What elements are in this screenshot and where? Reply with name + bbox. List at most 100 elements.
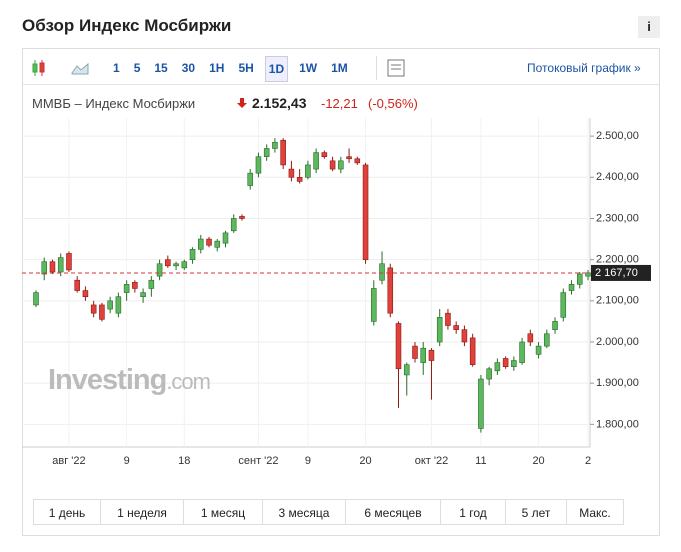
- x-tick-label: сент '22: [238, 455, 278, 467]
- candle-body: [535, 345, 542, 355]
- range-button[interactable]: Макс.: [566, 499, 624, 525]
- range-button[interactable]: 6 месяцев: [345, 499, 441, 525]
- candle-body: [502, 358, 509, 368]
- candle-body: [362, 164, 369, 260]
- x-tick-label: 2: [585, 455, 591, 467]
- range-button[interactable]: 1 месяц: [183, 499, 263, 525]
- candle-body: [280, 139, 286, 166]
- interval-button[interactable]: 1D: [264, 56, 289, 82]
- candle-body: [115, 296, 122, 314]
- candle-body: [453, 325, 459, 330]
- candle-body: [428, 349, 435, 361]
- y-tick-label: 2.100,00: [596, 295, 639, 307]
- candle-body: [33, 292, 39, 306]
- candle-body: [99, 304, 105, 320]
- interval-button[interactable]: 30: [181, 61, 196, 75]
- interval-button[interactable]: 1: [113, 61, 120, 75]
- candle-body: [527, 333, 534, 343]
- interval-button[interactable]: 5H: [238, 61, 254, 75]
- range-button[interactable]: 1 неделя: [100, 499, 184, 525]
- candle-body: [478, 378, 484, 429]
- candle-body: [57, 257, 64, 273]
- candle-body: [445, 312, 451, 326]
- candle-body: [123, 284, 130, 293]
- candle-body: [511, 360, 517, 368]
- candle-body: [585, 272, 591, 277]
- candle-body: [576, 273, 583, 285]
- candle-body: [148, 279, 155, 289]
- title: Обзор Индекс Мосбиржи: [22, 16, 232, 35]
- candle-body: [552, 321, 558, 330]
- down-arrow: [237, 98, 247, 108]
- candle-body: [519, 341, 525, 363]
- candle-body: [560, 292, 567, 318]
- stream-link[interactable]: Потоковый график »: [527, 61, 641, 75]
- settings-icon[interactable]: [386, 58, 406, 78]
- candle-body: [321, 152, 328, 158]
- candle-body: [436, 316, 443, 343]
- x-tick-label: окт '22: [415, 455, 448, 467]
- watermark: Investing.com: [48, 364, 211, 397]
- chart-type-icons[interactable]: [30, 56, 90, 80]
- interval-button[interactable]: 5: [133, 61, 141, 75]
- candle-body: [173, 263, 179, 267]
- quote-price: 2.152,43: [252, 95, 307, 111]
- candle-body: [494, 362, 501, 372]
- candle-body: [387, 267, 394, 314]
- last-price-label: 2 167,70: [595, 267, 638, 279]
- watermark-domain: .com: [166, 369, 211, 394]
- candle-body: [74, 279, 80, 291]
- y-tick-label: 1.800,00: [596, 418, 639, 430]
- x-tick-label: 20: [359, 455, 371, 467]
- candle-body: [165, 259, 171, 267]
- interval-button[interactable]: 15: [154, 61, 168, 75]
- x-tick-label: авг '22: [52, 455, 85, 467]
- interval-button[interactable]: 1W: [299, 61, 318, 75]
- candle-body: [181, 261, 188, 269]
- frame: [22, 48, 660, 536]
- candle-body: [132, 281, 138, 289]
- candle-body: [395, 323, 402, 370]
- candle-body: [90, 304, 97, 314]
- x-tick-label: 18: [178, 455, 190, 467]
- y-tick-label: 2.400,00: [596, 171, 639, 183]
- candle-body: [230, 218, 237, 232]
- interval-button[interactable]: 1M: [331, 61, 348, 75]
- candle-body: [272, 141, 278, 149]
- candle-body: [313, 152, 319, 170]
- range-button[interactable]: 3 месяца: [262, 499, 346, 525]
- candle-body: [82, 290, 89, 298]
- candle-body: [255, 156, 262, 174]
- candle-body: [338, 160, 344, 170]
- range-button[interactable]: 1 день: [33, 499, 101, 525]
- candle-body: [461, 329, 468, 343]
- x-tick-label: 11: [475, 455, 486, 467]
- divider: [23, 84, 659, 85]
- y-tick-label: 2.500,00: [596, 130, 639, 142]
- candle-body: [379, 263, 385, 281]
- range-button[interactable]: 1 год: [440, 499, 506, 525]
- info-button[interactable]: i: [638, 16, 660, 38]
- candle-body: [206, 238, 212, 246]
- candle-body: [296, 176, 303, 182]
- y-tick-label: 2.200,00: [596, 254, 639, 266]
- candle-body: [486, 368, 492, 380]
- candle-body: [403, 364, 410, 376]
- y-tick-label: 2.000,00: [596, 336, 639, 348]
- candle-body: [156, 263, 163, 277]
- candle-body: [41, 261, 48, 275]
- candle-body: [354, 158, 361, 164]
- watermark-brand: Investing: [48, 364, 167, 396]
- x-tick-label: 9: [305, 455, 311, 467]
- candle-body: [544, 333, 550, 347]
- candle-body: [214, 240, 221, 248]
- candle-body: [469, 337, 476, 365]
- candle-body: [305, 164, 311, 178]
- quote-change-pct: (-0,56%): [368, 96, 418, 111]
- range-button[interactable]: 5 лет: [505, 499, 567, 525]
- candle-body: [66, 253, 72, 271]
- interval-button[interactable]: 1H: [209, 61, 225, 75]
- candle-body: [239, 216, 245, 219]
- x-tick-label: 20: [532, 455, 544, 467]
